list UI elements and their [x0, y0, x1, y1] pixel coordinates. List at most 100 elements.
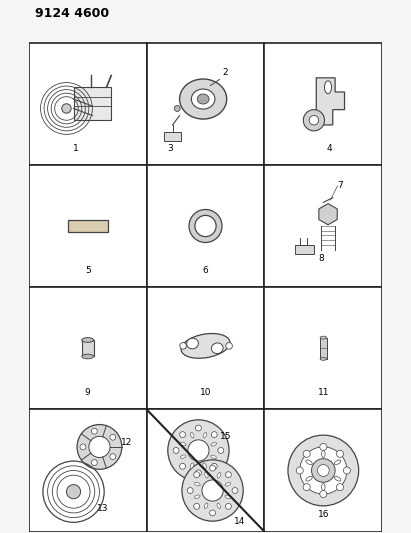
- Circle shape: [77, 425, 122, 470]
- Circle shape: [187, 488, 193, 494]
- Ellipse shape: [204, 503, 208, 508]
- Bar: [29, 409, 147, 531]
- FancyBboxPatch shape: [68, 220, 108, 232]
- Circle shape: [91, 429, 97, 434]
- Ellipse shape: [306, 460, 312, 465]
- Circle shape: [312, 459, 335, 482]
- Text: 16: 16: [318, 511, 329, 519]
- Ellipse shape: [335, 460, 341, 465]
- Circle shape: [80, 444, 86, 450]
- Text: 14: 14: [234, 517, 245, 526]
- Circle shape: [182, 460, 243, 521]
- Circle shape: [188, 440, 209, 461]
- Circle shape: [194, 503, 200, 510]
- Circle shape: [218, 448, 224, 454]
- Circle shape: [303, 110, 325, 131]
- Text: 3: 3: [167, 144, 173, 154]
- Text: 7: 7: [337, 181, 343, 190]
- Circle shape: [62, 104, 71, 113]
- Circle shape: [343, 467, 351, 474]
- Circle shape: [174, 106, 180, 111]
- Circle shape: [226, 343, 232, 349]
- Ellipse shape: [211, 343, 223, 353]
- Bar: [147, 409, 264, 531]
- Circle shape: [180, 463, 185, 469]
- Text: 9124 4600: 9124 4600: [35, 7, 109, 20]
- Circle shape: [110, 434, 116, 440]
- Ellipse shape: [325, 81, 332, 94]
- Circle shape: [309, 116, 319, 125]
- Ellipse shape: [217, 473, 221, 478]
- Bar: [264, 43, 382, 165]
- Ellipse shape: [180, 442, 186, 446]
- Ellipse shape: [211, 455, 216, 459]
- Circle shape: [211, 432, 217, 438]
- Text: 12: 12: [121, 438, 132, 447]
- Text: 11: 11: [318, 388, 329, 397]
- Ellipse shape: [217, 503, 221, 508]
- Ellipse shape: [192, 89, 215, 109]
- Ellipse shape: [203, 463, 206, 469]
- Bar: [295, 245, 314, 254]
- Bar: [147, 43, 264, 165]
- Circle shape: [196, 470, 201, 476]
- Ellipse shape: [320, 357, 327, 360]
- Bar: [74, 87, 111, 120]
- Bar: [320, 337, 327, 359]
- Circle shape: [337, 450, 344, 457]
- Circle shape: [303, 450, 310, 457]
- Ellipse shape: [195, 482, 200, 486]
- Ellipse shape: [320, 336, 327, 339]
- Text: 4: 4: [326, 144, 332, 152]
- Circle shape: [168, 420, 229, 481]
- Circle shape: [173, 448, 179, 454]
- Circle shape: [110, 454, 116, 459]
- Circle shape: [91, 459, 97, 465]
- Text: 2: 2: [222, 68, 228, 77]
- Text: 5: 5: [85, 266, 90, 275]
- Polygon shape: [316, 78, 344, 125]
- Text: 10: 10: [200, 388, 211, 397]
- Circle shape: [226, 503, 231, 510]
- Text: 8: 8: [319, 254, 324, 263]
- Ellipse shape: [190, 432, 194, 438]
- Circle shape: [89, 437, 110, 457]
- Circle shape: [202, 480, 223, 501]
- Ellipse shape: [335, 477, 341, 481]
- Circle shape: [300, 447, 347, 494]
- Text: 15: 15: [219, 432, 231, 441]
- Bar: [264, 165, 382, 287]
- Circle shape: [288, 435, 359, 506]
- Bar: [147, 165, 264, 287]
- Ellipse shape: [225, 482, 231, 486]
- Circle shape: [210, 510, 215, 516]
- Circle shape: [211, 463, 217, 469]
- Circle shape: [226, 472, 231, 478]
- Circle shape: [180, 343, 187, 349]
- Ellipse shape: [197, 94, 209, 104]
- Ellipse shape: [180, 79, 227, 119]
- Ellipse shape: [321, 483, 325, 490]
- Circle shape: [196, 425, 201, 431]
- Bar: [264, 287, 382, 409]
- Bar: [29, 165, 147, 287]
- Polygon shape: [319, 204, 337, 225]
- Ellipse shape: [194, 495, 200, 498]
- Bar: [82, 340, 94, 357]
- Ellipse shape: [190, 463, 194, 469]
- Circle shape: [320, 443, 327, 450]
- Text: 6: 6: [203, 266, 208, 275]
- Ellipse shape: [180, 455, 186, 458]
- Bar: [29, 287, 147, 409]
- Circle shape: [296, 467, 303, 474]
- Ellipse shape: [225, 495, 231, 499]
- Circle shape: [180, 432, 185, 438]
- Circle shape: [317, 465, 329, 477]
- Bar: [264, 409, 382, 531]
- Ellipse shape: [187, 338, 199, 349]
- Circle shape: [337, 483, 344, 491]
- Circle shape: [194, 472, 200, 478]
- Circle shape: [232, 488, 238, 494]
- Ellipse shape: [321, 450, 325, 457]
- Ellipse shape: [205, 472, 208, 478]
